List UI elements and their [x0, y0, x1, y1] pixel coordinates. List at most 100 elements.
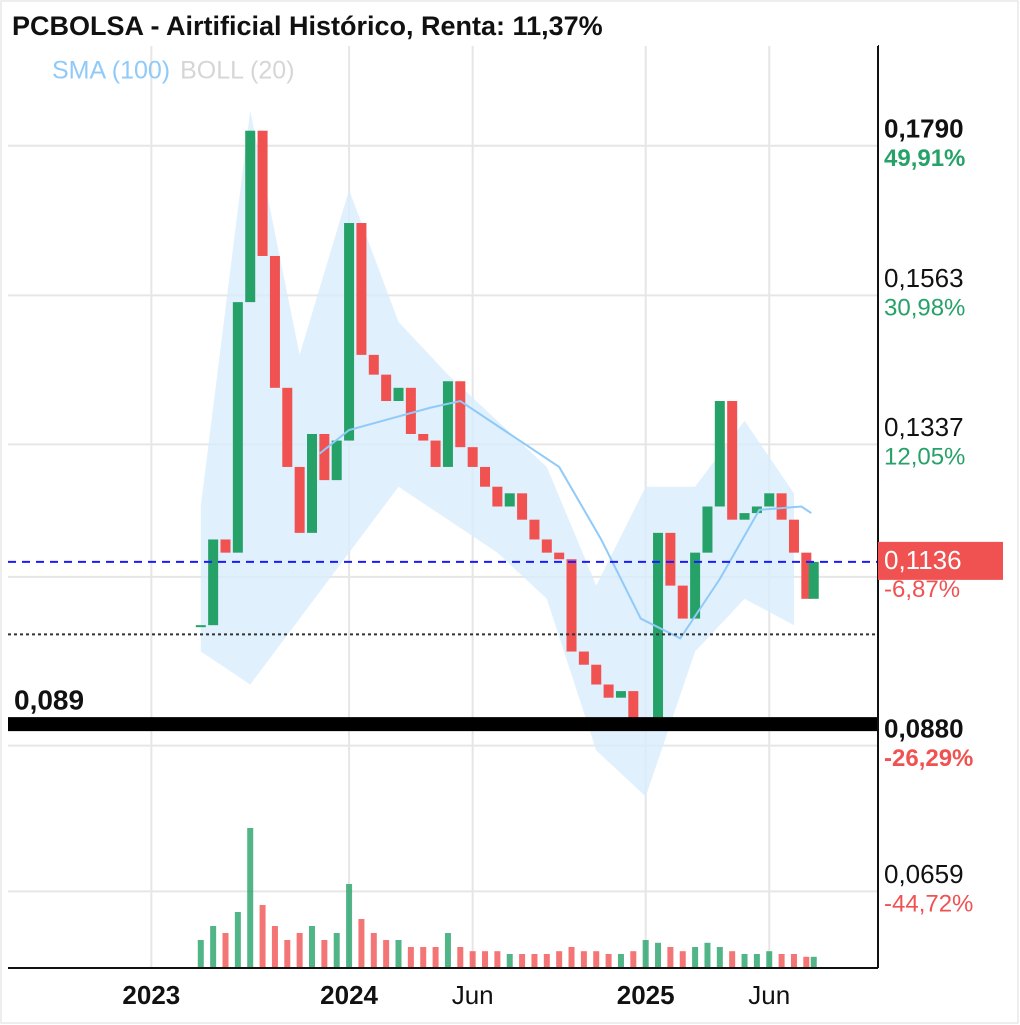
y-tick-label: 0,1136	[884, 545, 962, 575]
volume-bar	[444, 933, 451, 968]
volume-bar	[778, 954, 785, 968]
volume-bar	[704, 942, 711, 968]
volume-bar	[346, 884, 353, 968]
candle	[405, 387, 416, 434]
volume-bar	[296, 933, 303, 968]
candle	[257, 130, 268, 256]
y-tick-change: 30,98%	[884, 295, 965, 322]
candle	[776, 493, 787, 520]
candle	[455, 381, 466, 448]
volume-bar	[432, 947, 439, 968]
volume-bar	[469, 951, 476, 968]
volume-bar	[766, 951, 773, 968]
candle	[232, 302, 243, 553]
candle	[504, 493, 515, 507]
volume-bar	[630, 951, 637, 968]
volume-bar	[259, 905, 266, 968]
y-tick-label: 0,1337	[884, 412, 964, 442]
volume-bar	[333, 933, 340, 968]
candle	[430, 440, 441, 467]
volume-bar	[568, 947, 575, 968]
candle	[578, 651, 589, 665]
volume-bar	[580, 951, 587, 968]
candle	[418, 433, 429, 441]
candle	[801, 552, 812, 599]
volume-bar	[741, 954, 748, 968]
volume-bar	[234, 912, 241, 968]
candle	[307, 433, 318, 533]
candle	[368, 354, 379, 375]
volume-bar	[284, 940, 291, 968]
volume-bar	[679, 951, 686, 968]
x-tick-label: Jun	[452, 980, 494, 1010]
volume-bar	[383, 940, 390, 968]
legend-entry: BOLL (20)	[180, 57, 294, 85]
volume-bar	[729, 951, 736, 968]
volume-bar	[321, 940, 328, 968]
candle	[665, 532, 676, 586]
candle	[294, 466, 305, 533]
candle	[554, 552, 565, 560]
volume-bar	[642, 940, 649, 968]
volume-bar	[494, 951, 501, 968]
candle	[220, 539, 231, 553]
candle	[195, 625, 206, 628]
volume-bar	[655, 942, 662, 968]
volume-bar	[593, 951, 600, 968]
volume-bar	[358, 919, 365, 968]
candle	[714, 401, 725, 507]
candle	[541, 539, 552, 553]
candle	[442, 381, 453, 467]
candle	[282, 387, 293, 467]
x-tick-label: 2023	[122, 980, 180, 1010]
volume-bar	[790, 954, 797, 968]
y-tick-label: 0,0659	[884, 859, 964, 889]
candle	[356, 223, 367, 355]
candle	[467, 447, 478, 467]
candle	[393, 387, 404, 402]
candle	[808, 561, 819, 599]
candle	[529, 519, 540, 540]
candle	[245, 130, 256, 303]
candle	[677, 585, 688, 619]
candle	[566, 559, 577, 652]
y-tick-change: 12,05%	[884, 444, 965, 471]
candle	[492, 486, 503, 507]
y-tick-label: 0,0880	[884, 714, 964, 744]
volume-bar	[271, 926, 278, 968]
volume-bar	[617, 954, 624, 968]
candle	[331, 440, 342, 481]
current-price-box	[878, 541, 1003, 580]
candle	[739, 513, 750, 520]
legend-entry: SMA (100)	[52, 57, 170, 85]
volume-bar	[506, 954, 513, 968]
volume-bar	[803, 956, 810, 968]
volume-bar	[222, 933, 229, 968]
candle	[344, 223, 355, 441]
volume-bar	[210, 926, 217, 968]
candle	[615, 691, 626, 698]
candle	[517, 493, 528, 520]
candle	[269, 255, 280, 388]
volume-bar	[407, 947, 414, 968]
volume-bar	[457, 947, 464, 968]
y-tick-change: -44,72%	[884, 891, 973, 918]
volume-bar	[543, 954, 550, 968]
candle	[690, 552, 701, 619]
candle	[480, 466, 491, 487]
candle	[628, 691, 639, 731]
candle	[319, 433, 330, 481]
volume-bar	[667, 947, 674, 968]
x-tick-label: 2025	[617, 980, 675, 1010]
volume-bar	[309, 926, 316, 968]
chart-title: PCBOLSA - Airtificial Histórico, Renta: …	[12, 11, 603, 41]
volume-bar	[395, 940, 402, 968]
support-label: 0,089	[14, 684, 84, 715]
candle	[751, 506, 762, 514]
volume-bar	[370, 933, 377, 968]
y-tick-label: 0,1563	[884, 263, 964, 293]
volume-bar	[420, 947, 427, 968]
y-tick-change: -6,87%	[884, 576, 960, 603]
candle	[653, 532, 664, 718]
